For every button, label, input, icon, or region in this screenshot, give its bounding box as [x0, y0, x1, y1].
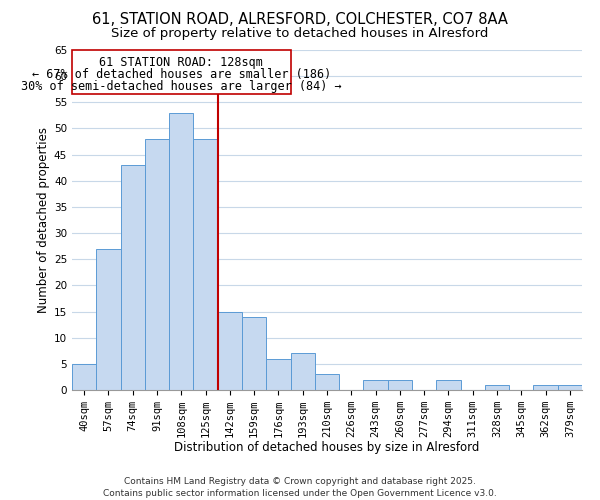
- Bar: [315, 374, 339, 390]
- Bar: [121, 165, 145, 390]
- Text: Contains HM Land Registry data © Crown copyright and database right 2025.
Contai: Contains HM Land Registry data © Crown c…: [103, 476, 497, 498]
- Bar: [218, 312, 242, 390]
- Bar: [96, 249, 121, 390]
- Bar: [436, 380, 461, 390]
- Bar: [242, 317, 266, 390]
- Y-axis label: Number of detached properties: Number of detached properties: [37, 127, 50, 313]
- Bar: [145, 139, 169, 390]
- Bar: [72, 364, 96, 390]
- Bar: [388, 380, 412, 390]
- X-axis label: Distribution of detached houses by size in Alresford: Distribution of detached houses by size …: [175, 442, 479, 454]
- FancyBboxPatch shape: [72, 50, 290, 94]
- Text: Size of property relative to detached houses in Alresford: Size of property relative to detached ho…: [112, 28, 488, 40]
- Bar: [533, 385, 558, 390]
- Bar: [290, 354, 315, 390]
- Text: 30% of semi-detached houses are larger (84) →: 30% of semi-detached houses are larger (…: [21, 80, 341, 94]
- Bar: [364, 380, 388, 390]
- Text: 61, STATION ROAD, ALRESFORD, COLCHESTER, CO7 8AA: 61, STATION ROAD, ALRESFORD, COLCHESTER,…: [92, 12, 508, 28]
- Bar: [485, 385, 509, 390]
- Bar: [558, 385, 582, 390]
- Bar: [266, 358, 290, 390]
- Bar: [169, 113, 193, 390]
- Bar: [193, 139, 218, 390]
- Text: 61 STATION ROAD: 128sqm: 61 STATION ROAD: 128sqm: [100, 56, 263, 70]
- Text: ← 67% of detached houses are smaller (186): ← 67% of detached houses are smaller (18…: [32, 68, 331, 82]
